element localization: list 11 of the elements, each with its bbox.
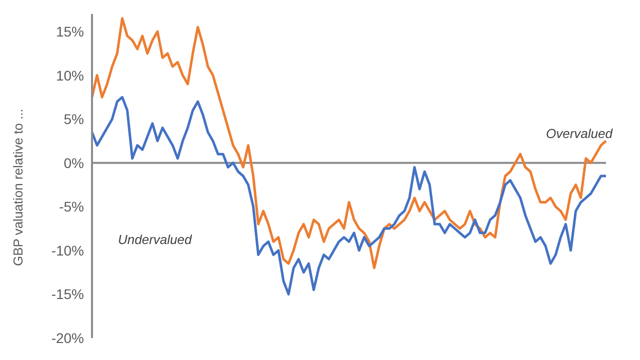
y-tick-label: -15%: [51, 286, 84, 302]
y-tick-label: -10%: [51, 242, 84, 258]
annotation: Undervalued: [118, 232, 192, 247]
annotation: Overvalued: [546, 126, 612, 141]
y-tick-label: 10%: [56, 67, 84, 84]
y-tick-label: 15%: [56, 23, 84, 40]
y-tick-label: -5%: [59, 198, 84, 215]
y-tick-label: 5%: [64, 111, 84, 128]
y-tick-label: 0%: [64, 154, 84, 171]
y-axis-title: GBP valuation relative to ...: [10, 108, 26, 266]
y-tick-label: -20%: [51, 330, 84, 346]
